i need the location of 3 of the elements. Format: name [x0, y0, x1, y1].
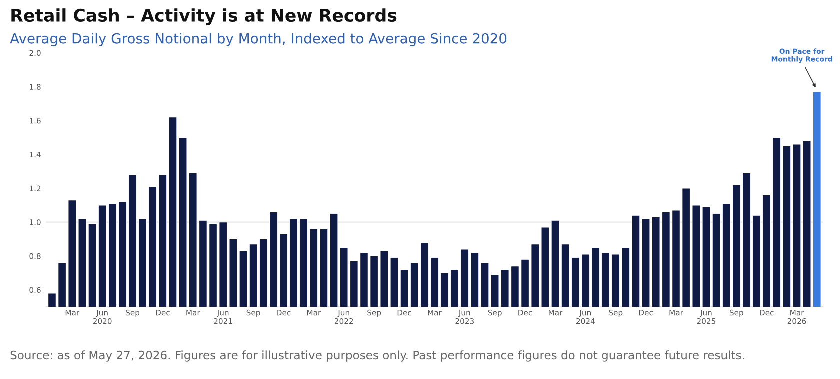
chart-title: Retail Cash – Activity is at New Records [12, 8, 397, 26]
source-note: Source: as of May 27, 2026. Figures are for illustrative purposes only. Past performance figures do not guarantee future results. [10, 350, 744, 362]
chart-subtitle: Average Daily Gross Notional by Month, Indexed to Average Since 2020 [10, 33, 507, 47]
